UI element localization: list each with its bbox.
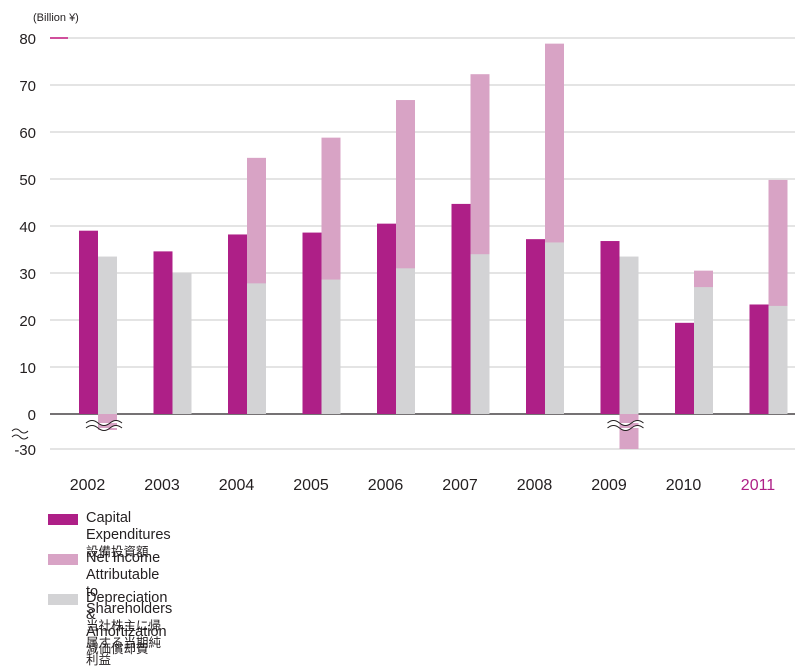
y-tick-label: 60 (19, 125, 36, 142)
y-tick-label: 40 (19, 219, 36, 236)
bar-capex (526, 239, 545, 414)
legend-label-depreciation-jp: 減価償却費 (86, 642, 149, 656)
bar-depreciation (470, 254, 490, 414)
x-tick-label: 2008 (517, 477, 553, 494)
bar-capex (377, 223, 396, 414)
x-tick-label: 2006 (368, 477, 404, 494)
bar-capex (675, 322, 694, 414)
y-tick-label: 10 (19, 360, 36, 377)
x-tick-label: 2007 (442, 477, 478, 494)
x-tick-label: 2004 (219, 477, 255, 494)
y-tick-label: 30 (19, 266, 36, 283)
bar-depreciation (98, 256, 117, 414)
legend-swatch-net-income (48, 554, 78, 565)
legend-label-capex-jp: 設備投資額 (86, 545, 149, 559)
y-tick-label: 70 (19, 78, 36, 95)
bar-capex (228, 234, 247, 414)
legend-swatch-depreciation (48, 594, 78, 605)
y-tick-label: 50 (19, 172, 36, 189)
bar-depreciation (545, 242, 564, 414)
bar-depreciation (619, 256, 639, 414)
x-tick-label: 2002 (70, 477, 106, 494)
legend-swatch-capex (48, 514, 78, 525)
bar-depreciation (321, 279, 341, 414)
legend-label-capex: Capital Expenditures (86, 510, 171, 543)
x-tick-label: 2009 (591, 477, 627, 494)
axis-break-icon (11, 428, 29, 440)
y-tick-label: 80 (19, 31, 36, 48)
x-tick-label: 2003 (144, 477, 180, 494)
legend-label-depreciation: Depreciation & Amortization (86, 590, 168, 640)
bar-depreciation (396, 268, 415, 414)
bar-capex (153, 251, 173, 414)
bar-depreciation (247, 283, 266, 414)
bar-depreciation (768, 305, 788, 414)
y-tick-label: -30 (14, 442, 36, 459)
bar-break-icon (607, 420, 644, 431)
bar-break-icon (85, 420, 123, 431)
bar-capex (302, 232, 322, 414)
unit-label: (Billion ¥) (33, 12, 79, 24)
legend-label-net-income: Net Income Attributable to Shareholders (86, 550, 173, 617)
bar-depreciation (694, 287, 713, 414)
bar-depreciation (172, 273, 192, 414)
bar-net-income-negative (619, 414, 639, 449)
y-tick-label: 20 (19, 313, 36, 330)
y-tick-label: 0 (28, 407, 36, 424)
x-tick-label: 2011 (741, 477, 776, 494)
bar-capex (600, 241, 620, 414)
x-tick-label: 2010 (666, 477, 702, 494)
bar-capex (749, 304, 769, 414)
bar-capex (79, 230, 98, 414)
bar-capex (451, 203, 471, 414)
x-tick-label: 2005 (293, 477, 329, 494)
